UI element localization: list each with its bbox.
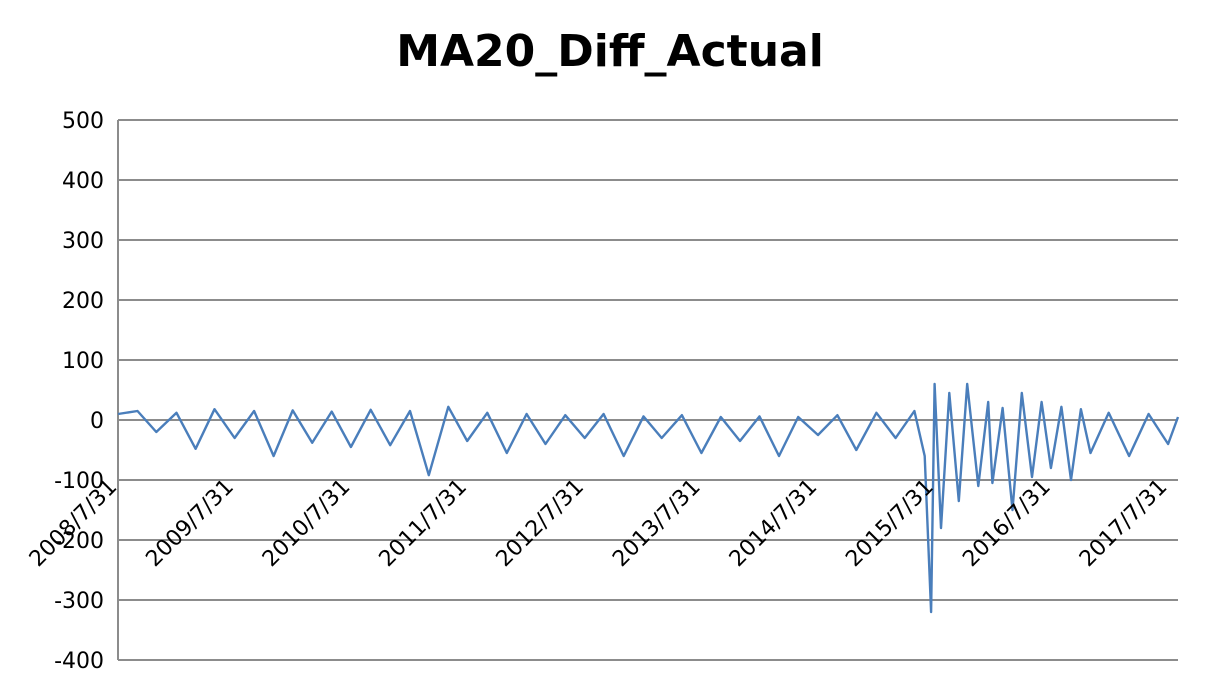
x-tick-label-5: 2013/7/31 [608, 475, 705, 572]
y-tick-label-6: -100 [54, 469, 104, 494]
x-tick-label-1: 2009/7/31 [141, 475, 238, 572]
x-tick-label-2: 2010/7/31 [258, 475, 355, 572]
y-tick-label-7: -200 [54, 529, 104, 554]
y-tick-label-2: 300 [62, 229, 104, 254]
x-tick-label-9: 2017/7/31 [1075, 475, 1172, 572]
series-group [117, 382, 1180, 614]
gridlines [118, 119, 1178, 661]
x-axis-tick-labels: 2008/7/31 2009/7/31 2010/7/31 2011/7/31 2012… [25, 475, 1173, 573]
y-axis-tick-labels: 500 400 300 200 100 0 -100 -200 -300 -400 [54, 109, 104, 674]
y-tick-label-9: -400 [54, 649, 104, 674]
x-tick-label-6: 2014/7/31 [725, 475, 822, 572]
x-tick-label-4: 2012/7/31 [492, 475, 589, 572]
x-tick-label-3: 2011/7/31 [375, 475, 472, 572]
x-tick-label-7: 2015/7/31 [841, 475, 938, 572]
series-line-0 [117, 382, 1180, 614]
chart-title: MA20_Diff_Actual [396, 26, 824, 77]
y-tick-label-0: 500 [62, 109, 104, 134]
y-tick-label-4: 100 [62, 349, 104, 374]
x-tick-label-8: 2016/7/31 [958, 475, 1055, 572]
y-tick-label-1: 400 [62, 169, 104, 194]
y-tick-label-3: 200 [62, 289, 104, 314]
y-tick-label-5: 0 [90, 409, 104, 434]
y-tick-label-8: -300 [54, 589, 104, 614]
